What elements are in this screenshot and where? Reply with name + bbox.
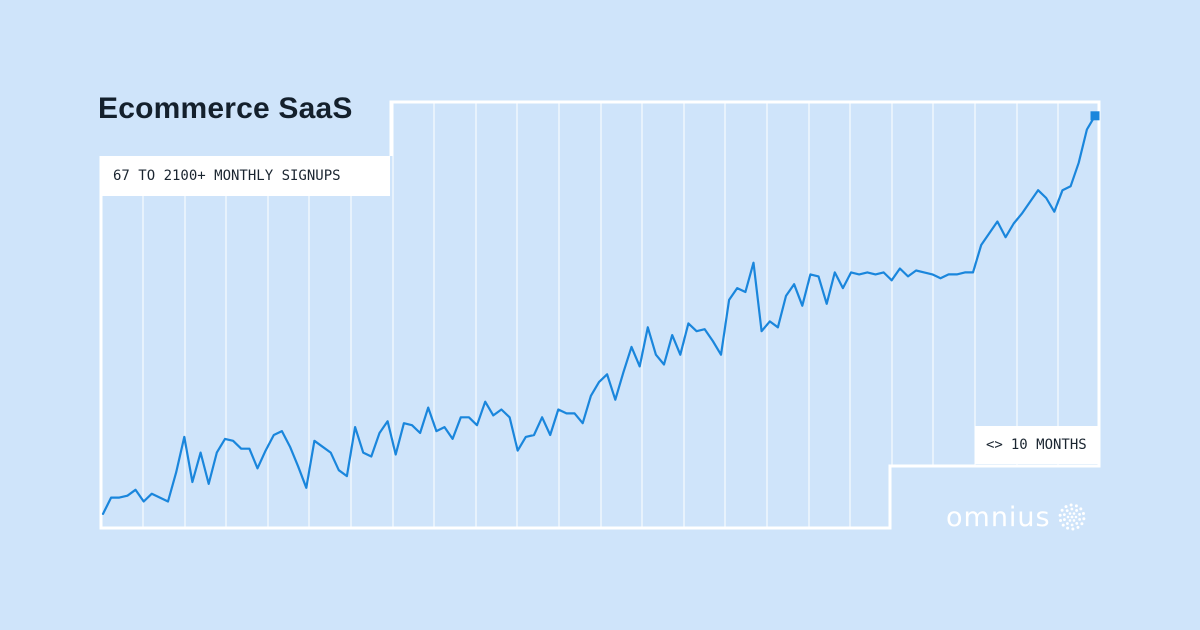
series-end-marker xyxy=(1090,111,1100,121)
duration-label: <> 10 MONTHS xyxy=(975,426,1099,464)
brand-logo: omnius xyxy=(946,498,1087,536)
chart-grid xyxy=(142,102,1059,528)
brand-name: omnius xyxy=(946,501,1051,533)
duration-text: 10 MONTHS xyxy=(1010,437,1087,453)
series-line-signups xyxy=(101,114,1097,516)
signups-range-label: 67 TO 2100+ MONTHLY SIGNUPS xyxy=(100,156,390,196)
code-brackets-icon: <> xyxy=(986,437,1003,453)
chart-title: Ecommerce SaaS xyxy=(98,92,353,125)
signups-range-text: 67 TO 2100+ MONTHLY SIGNUPS xyxy=(113,168,341,184)
chart-frame xyxy=(99,100,1101,530)
dotted-sunburst-icon xyxy=(1058,503,1085,531)
